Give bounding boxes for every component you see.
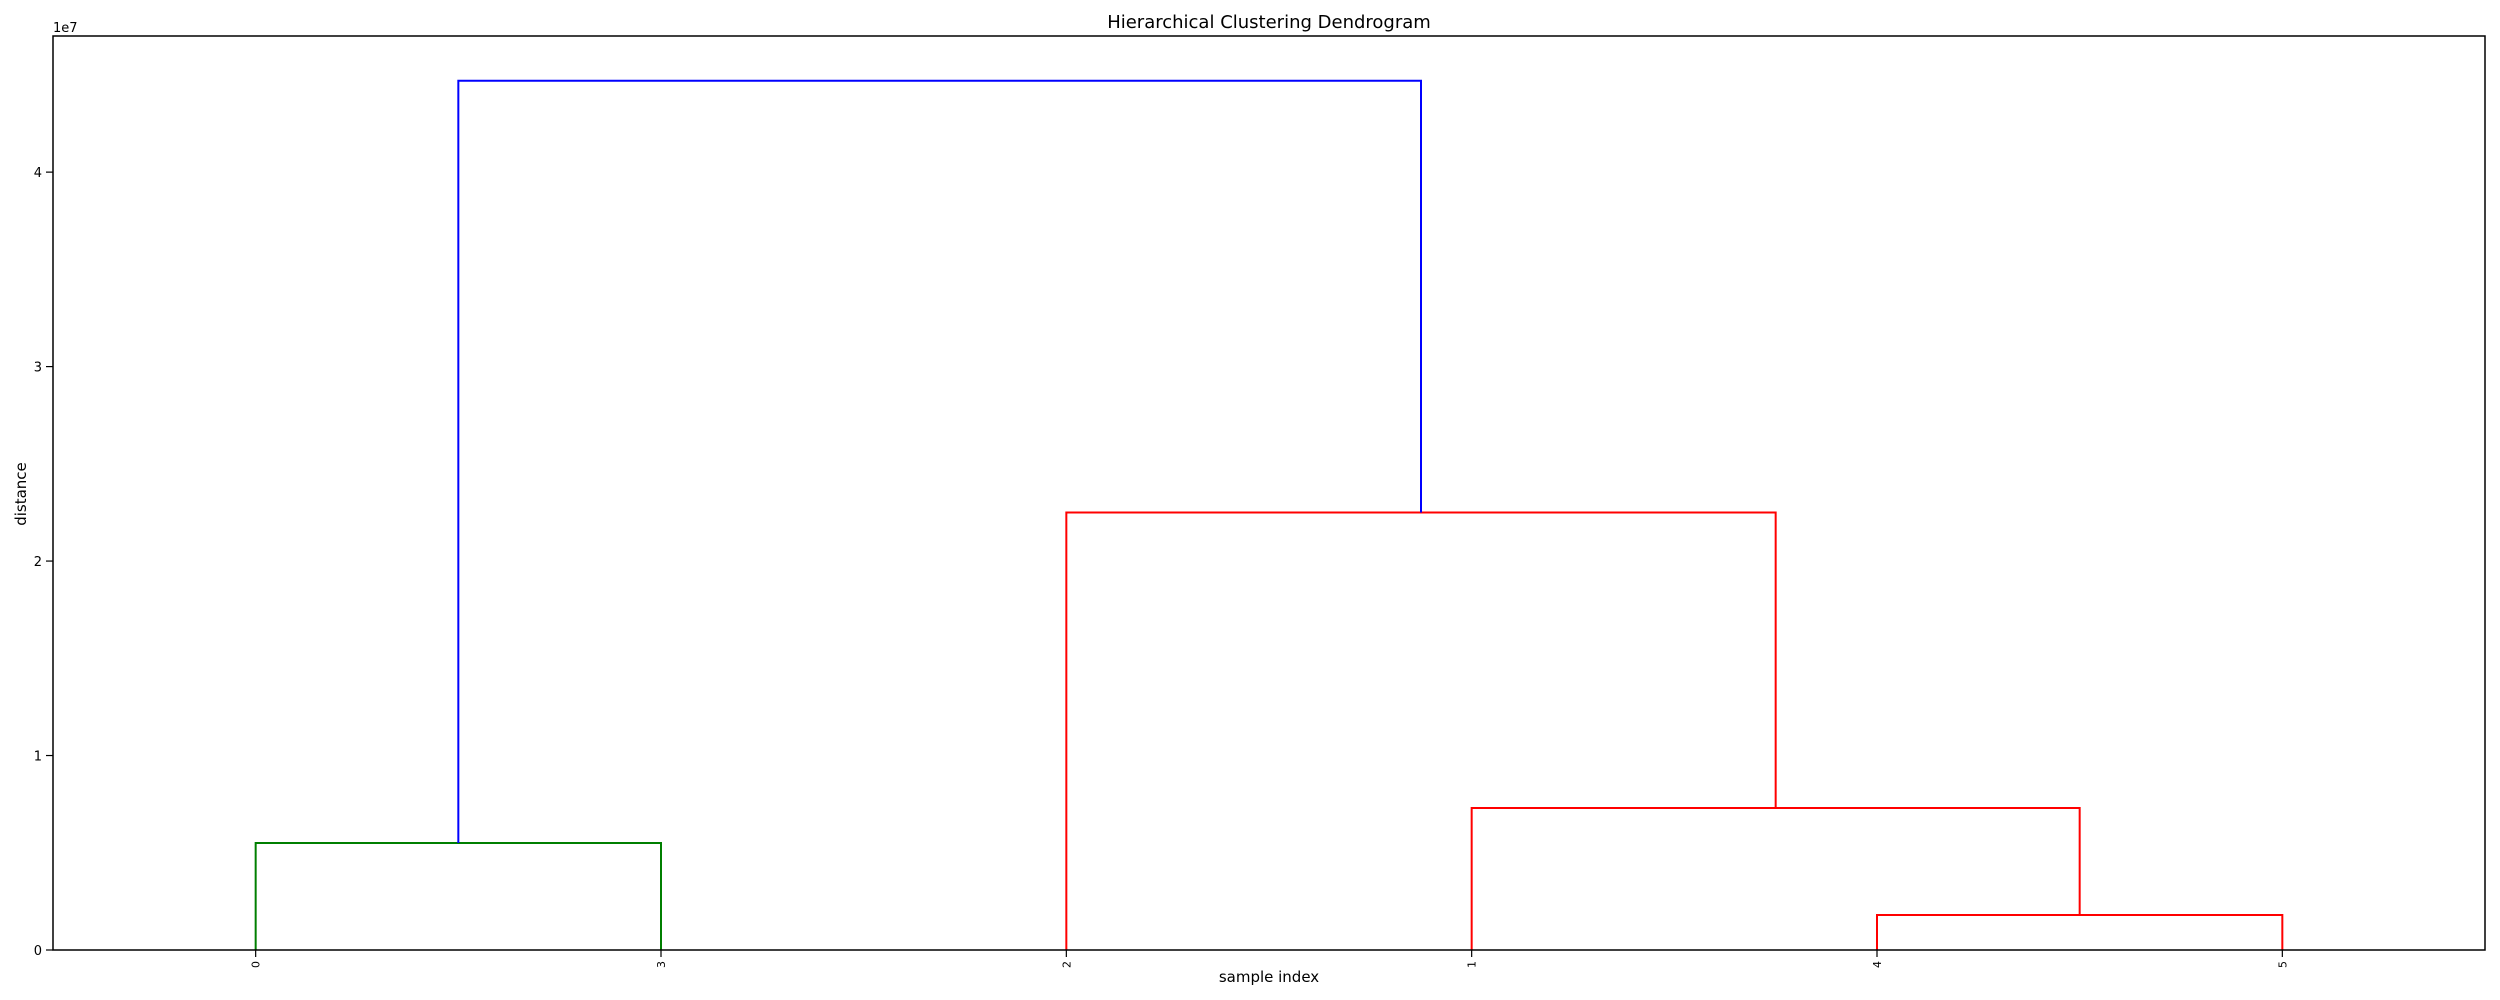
dendrogram-link-merge-0-3	[254, 842, 662, 950]
y-tick-label: 0	[34, 944, 42, 959]
dendrogram-link-merge-4-5	[1876, 913, 2284, 950]
dendrogram-link-merge-1-45	[1470, 807, 2081, 950]
dendrogram-link-merge-2-145	[1065, 511, 1777, 950]
x-tick-label-leaf-4: 4	[1871, 961, 1884, 968]
y-axis-ticks: 0 1 2 3 4	[34, 166, 53, 959]
y-offset-label: 1e7	[53, 21, 78, 36]
y-tick-label: 2	[34, 555, 42, 570]
y-tick-label: 4	[34, 166, 42, 181]
x-tick-label-leaf-0: 0	[250, 961, 263, 968]
x-axis-label: sample index	[1219, 968, 1319, 986]
x-tick-label-leaf-3: 3	[655, 961, 668, 968]
x-tick-label-leaf-2: 2	[1060, 961, 1073, 968]
y-tick-label: 1	[34, 750, 42, 765]
x-axis-ticks: 0 3 2 1 4 5	[250, 950, 2289, 968]
y-tick-label: 3	[34, 361, 42, 376]
dendrogram-links	[254, 79, 2284, 950]
y-axis-label: distance	[12, 462, 30, 526]
dendrogram-link-merge-root	[457, 79, 1422, 844]
x-tick-label-leaf-1: 1	[1466, 961, 1479, 968]
chart-title: Hierarchical Clustering Dendrogram	[1107, 12, 1431, 33]
x-tick-label-leaf-5: 5	[2276, 961, 2289, 968]
plot-frame	[52, 35, 2486, 951]
